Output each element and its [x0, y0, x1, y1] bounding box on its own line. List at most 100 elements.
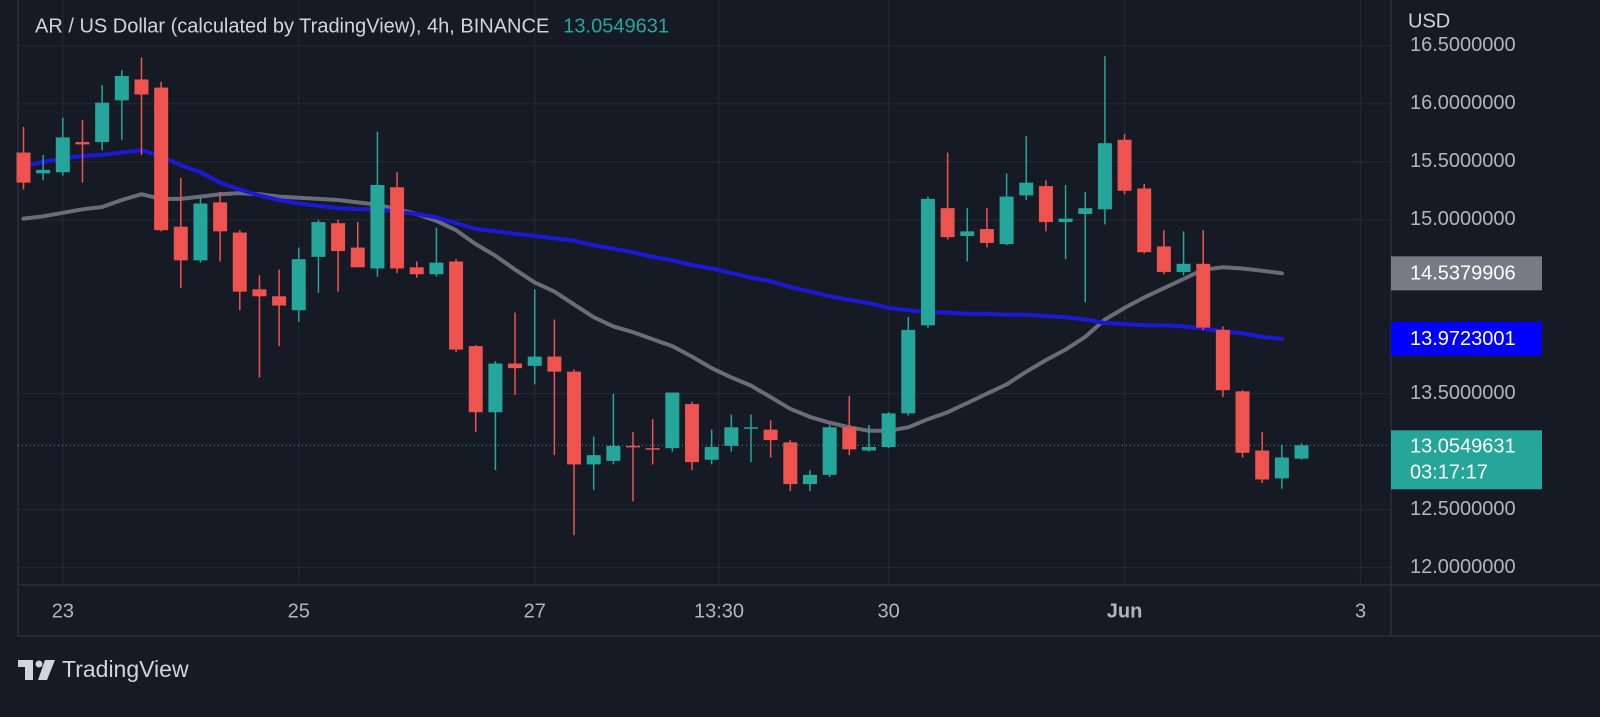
candle-body — [999, 196, 1014, 245]
candle-body — [1097, 143, 1112, 210]
candle-body — [645, 448, 660, 450]
candle-body — [724, 427, 739, 446]
price-label-box — [1391, 256, 1542, 291]
x-tick-label: 25 — [288, 600, 310, 622]
candle-body — [331, 223, 346, 252]
y-tick-label: 12.0000000 — [1410, 556, 1516, 578]
moving-average-line — [21, 148, 1284, 341]
candle-body — [134, 79, 149, 95]
candle-body — [763, 429, 778, 441]
candle-body — [626, 445, 641, 448]
price-label: 13.0549631 — [1410, 436, 1516, 458]
x-tick-label: 23 — [52, 600, 74, 622]
candle-body — [16, 152, 31, 183]
candle-body — [508, 363, 523, 369]
candle-body — [488, 363, 503, 413]
candle-body — [1117, 139, 1132, 191]
candle-body — [36, 169, 51, 174]
moving-averages — [18, 148, 1390, 446]
candle-body — [567, 371, 582, 465]
candle-body — [291, 259, 306, 311]
candle-body — [1038, 186, 1053, 223]
candles — [16, 56, 1309, 536]
candle-body — [1156, 246, 1171, 272]
last-price: 13.0549631 — [563, 15, 669, 37]
candle-body — [881, 413, 896, 448]
logo-part — [38, 660, 55, 680]
candle-body — [1255, 450, 1270, 480]
price-label-box — [1391, 430, 1542, 490]
candle-body — [193, 203, 208, 261]
candle-body — [252, 289, 267, 297]
countdown: 03:17:17 — [1410, 462, 1488, 484]
candle-body — [173, 226, 188, 261]
logo-part — [35, 660, 43, 668]
price-label: 14.5379906 — [1410, 263, 1516, 285]
candle-body — [704, 447, 719, 460]
candle-body — [842, 427, 857, 450]
candle-body — [429, 262, 444, 275]
candle-body — [979, 229, 994, 243]
candle-body — [232, 232, 247, 292]
brand-logo — [18, 660, 55, 680]
y-tick-label: 13.5000000 — [1410, 382, 1516, 404]
candle-body — [960, 231, 975, 236]
candle-body — [685, 404, 700, 463]
candle-body — [114, 75, 129, 101]
x-tick-label: 3 — [1355, 600, 1366, 622]
candle-body — [1215, 329, 1230, 391]
chart-title: AR / US Dollar (calculated by TradingVie… — [35, 15, 549, 37]
candle-body — [1274, 457, 1289, 479]
moving-average-line — [21, 191, 1284, 433]
candle-body — [95, 102, 110, 143]
brand: TradingView — [62, 656, 189, 682]
candle-body — [1176, 263, 1191, 272]
candle-body — [390, 187, 405, 269]
x-tick-label: Jun — [1107, 600, 1143, 622]
candle-body — [861, 447, 876, 451]
currency: USD — [1408, 10, 1450, 32]
y-tick-label: 16.5000000 — [1410, 34, 1516, 56]
candle-body — [1294, 445, 1309, 459]
candle-body — [449, 261, 464, 350]
price-label: 13.9723001 — [1410, 328, 1516, 350]
candle-body — [547, 356, 562, 372]
candle-body — [350, 247, 365, 268]
candle-body — [586, 455, 601, 465]
candle-body — [606, 445, 621, 461]
candle-body — [409, 267, 424, 275]
candle-body — [1078, 208, 1093, 214]
candle-body — [901, 329, 916, 414]
candle-body — [1196, 263, 1211, 328]
price-label-box — [1391, 321, 1542, 356]
candle-body — [55, 137, 70, 173]
x-tick-label: 27 — [524, 600, 546, 622]
candle-body — [1058, 218, 1073, 223]
candle-body — [272, 296, 287, 306]
candle-body — [154, 87, 169, 231]
candle-body — [1137, 188, 1152, 253]
candle-body — [920, 198, 935, 326]
x-tick-label: 13:30 — [694, 600, 744, 622]
logo-part — [18, 660, 33, 680]
candle-body — [75, 142, 90, 145]
y-tick-label: 16.0000000 — [1410, 92, 1516, 114]
candle-body — [822, 427, 837, 475]
candle-body — [802, 474, 817, 485]
candle-body — [311, 222, 326, 257]
x-tick-label: 30 — [877, 600, 899, 622]
candle-body — [468, 346, 483, 413]
candle-body — [940, 208, 955, 238]
candle-body — [370, 184, 385, 269]
candle-body — [743, 427, 758, 429]
candle-body — [783, 442, 798, 485]
candle-body — [1235, 391, 1250, 453]
candle-body — [527, 356, 542, 366]
candle-body — [213, 202, 228, 232]
axis-labels: 16.5000000 16.0000000 15.5000000 15.0000000… — [52, 34, 1542, 622]
y-tick-label: 12.5000000 — [1410, 498, 1516, 520]
candle-body — [1019, 182, 1034, 196]
y-tick-label: 15.5000000 — [1410, 150, 1516, 172]
